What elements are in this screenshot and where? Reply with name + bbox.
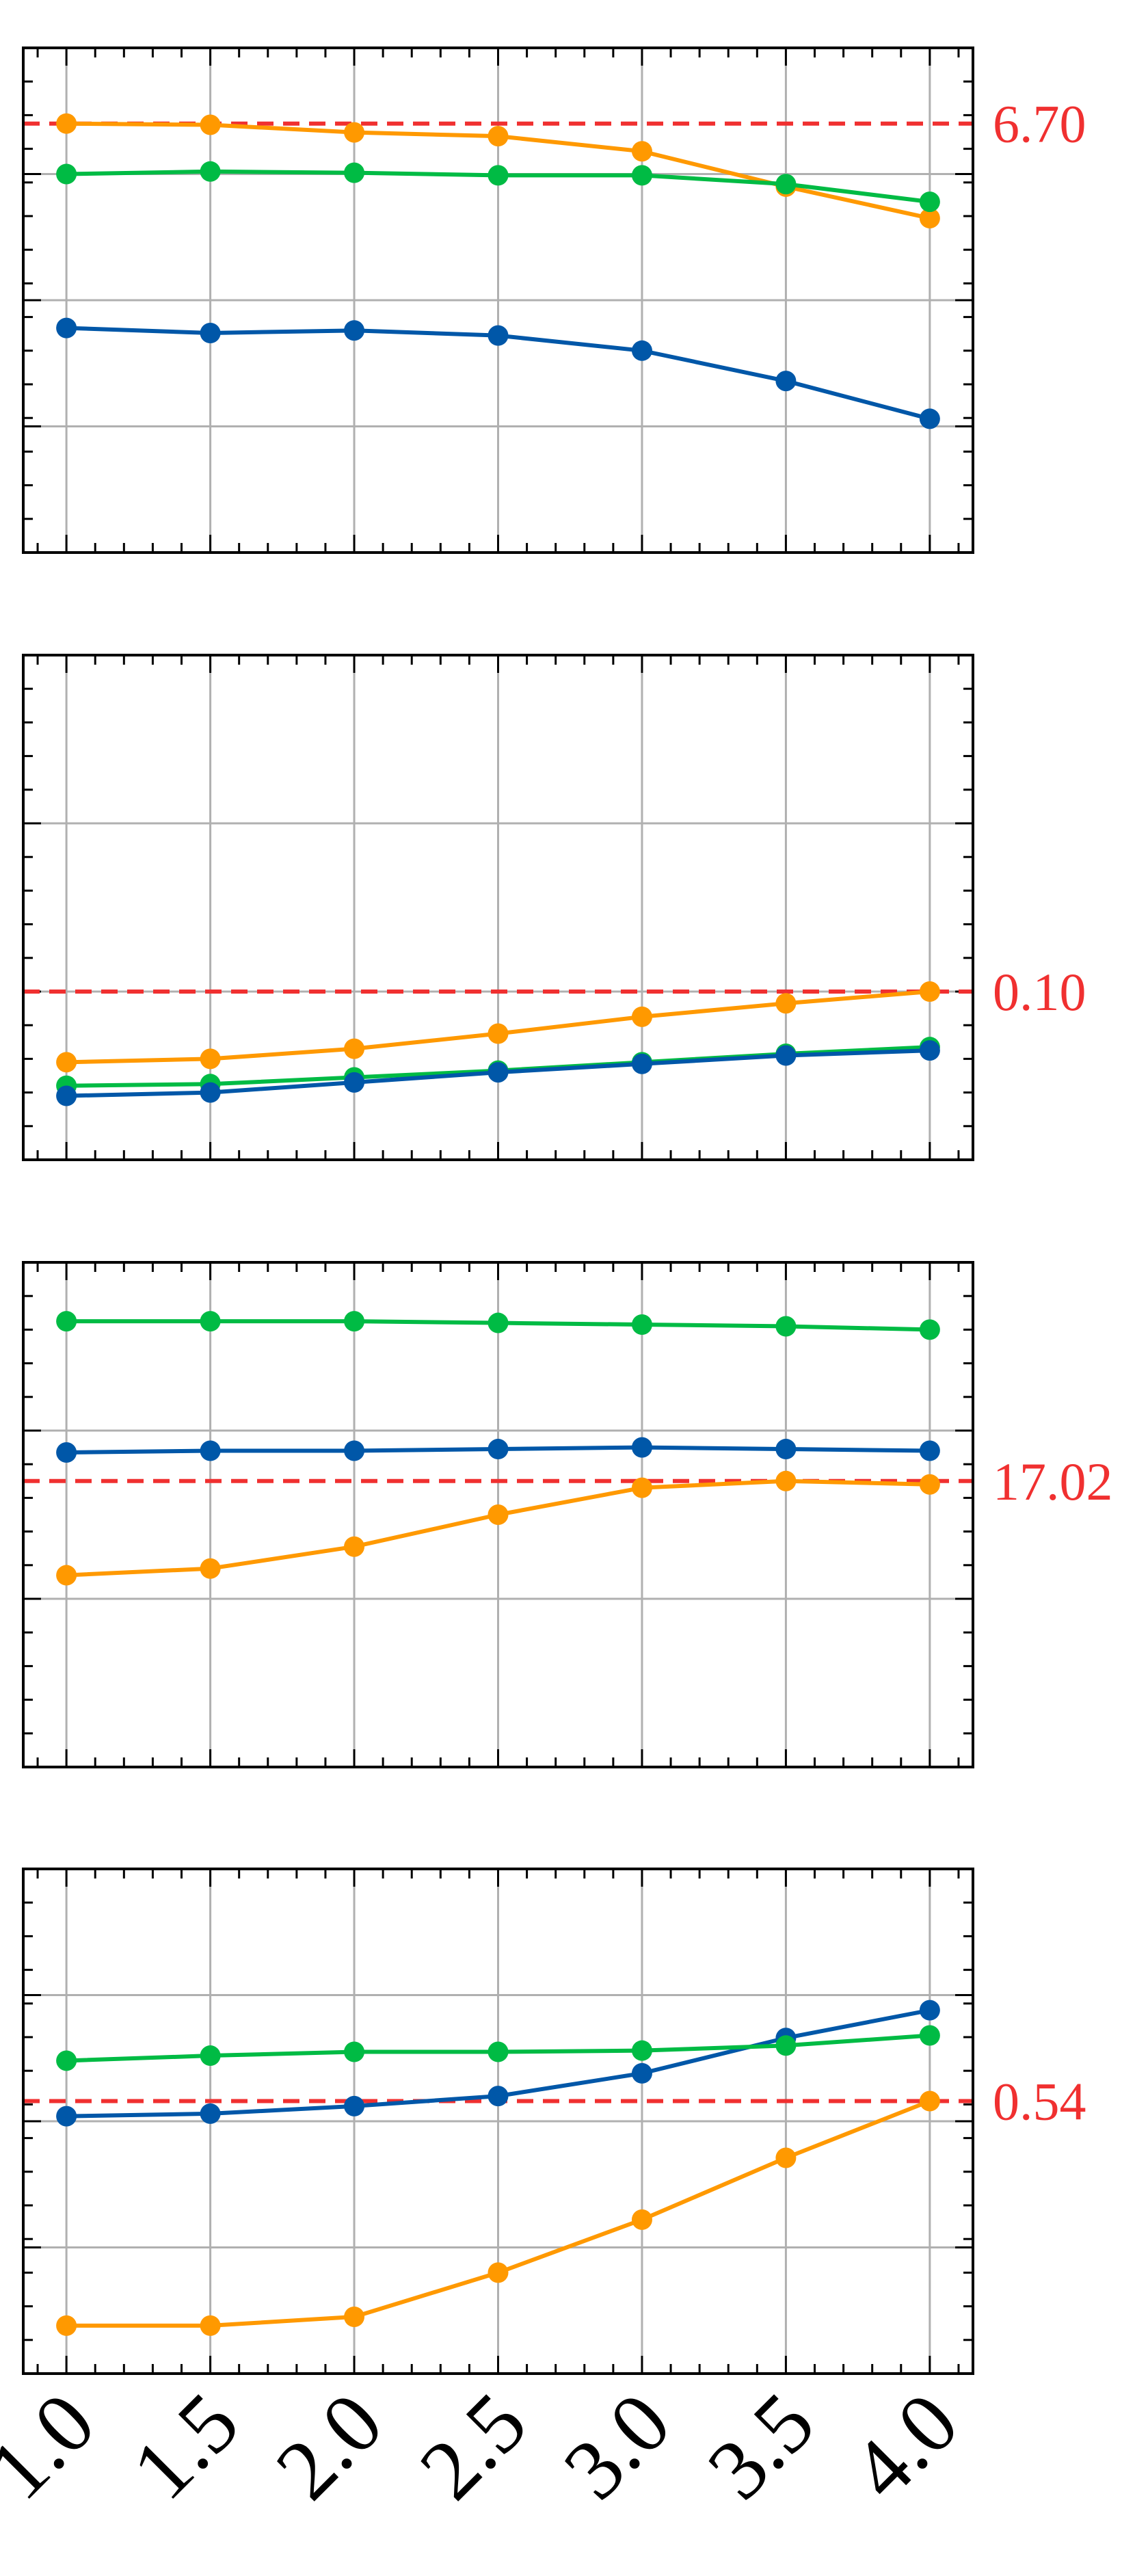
- data-point: [344, 1311, 365, 1332]
- reference-line-label: 17.02: [993, 1452, 1113, 1511]
- data-point: [200, 161, 221, 182]
- reference-line-label: 0.54: [993, 2071, 1086, 2131]
- data-point: [631, 1053, 652, 1074]
- data-point: [200, 1082, 221, 1103]
- data-point: [344, 162, 365, 183]
- data-point: [919, 191, 940, 213]
- data-point: [200, 1440, 221, 1461]
- data-point: [631, 2209, 652, 2230]
- data-point: [631, 165, 652, 186]
- data-point: [488, 325, 509, 346]
- data-point: [919, 1440, 940, 1461]
- data-point: [631, 1437, 652, 1458]
- data-point: [488, 1504, 509, 1525]
- data-point: [488, 1439, 509, 1460]
- data-point: [919, 2025, 940, 2046]
- data-point: [631, 340, 652, 361]
- data-point: [344, 1440, 365, 1461]
- data-point: [200, 1048, 221, 1070]
- data-point: [919, 2090, 940, 2112]
- data-point: [488, 1312, 509, 1333]
- data-point: [919, 1474, 940, 1495]
- data-point: [488, 2262, 509, 2283]
- chart-panel-4: 0.54: [22, 1868, 1086, 2375]
- x-tick-labels: 1.0 1.5 2.0 2.5 3.0 3.5 4.0: [0, 2376, 976, 2518]
- data-point: [775, 371, 797, 392]
- data-point: [200, 2315, 221, 2336]
- data-point: [775, 2035, 797, 2056]
- x-tick-label: 1.0: [0, 2376, 113, 2518]
- data-point: [775, 2147, 797, 2168]
- data-point: [919, 981, 940, 1002]
- plot-frame: [22, 1868, 974, 2375]
- data-point: [919, 408, 940, 429]
- data-point: [56, 1565, 77, 1586]
- data-point: [56, 1052, 77, 1073]
- x-tick-label: 3.5: [690, 2376, 832, 2518]
- data-point: [775, 1439, 797, 1460]
- x-tick-label: 4.0: [834, 2376, 976, 2518]
- chart-panel-3: 17.02: [22, 1261, 1113, 1768]
- data-point: [56, 2050, 77, 2071]
- data-point: [919, 1040, 940, 1061]
- data-point: [919, 1319, 940, 1340]
- data-point: [200, 2045, 221, 2067]
- data-point: [56, 163, 77, 185]
- reference-line-label: 6.70: [993, 94, 1086, 154]
- plot-frame: [22, 654, 974, 1161]
- data-point: [488, 2086, 509, 2107]
- x-tick-label: 2.5: [403, 2376, 545, 2518]
- data-point: [775, 1045, 797, 1066]
- data-point: [200, 1558, 221, 1579]
- data-point: [344, 2095, 365, 2116]
- data-point: [200, 114, 221, 135]
- data-point: [344, 320, 365, 341]
- data-point: [488, 165, 509, 186]
- plot-frame: [22, 47, 974, 554]
- data-point: [344, 2306, 365, 2327]
- x-tick-label: 3.0: [546, 2376, 689, 2518]
- data-point: [56, 317, 77, 338]
- data-point: [775, 1470, 797, 1491]
- data-point: [488, 2041, 509, 2062]
- data-point: [631, 2040, 652, 2061]
- data-point: [488, 126, 509, 147]
- reference-line-label: 0.10: [993, 962, 1086, 1022]
- data-point: [631, 1006, 652, 1027]
- data-point: [56, 1311, 77, 1332]
- data-point: [56, 113, 77, 134]
- data-point: [488, 1023, 509, 1044]
- plot-frame: [22, 1261, 974, 1768]
- panels-group: 6.70 0.10 17.02 0.54: [22, 47, 1113, 2375]
- data-point: [56, 2315, 77, 2336]
- data-point: [56, 2106, 77, 2127]
- data-point: [631, 1314, 652, 1336]
- chart-panel-2: 0.10: [22, 654, 1086, 1161]
- data-point: [200, 2103, 221, 2124]
- data-point: [344, 2041, 365, 2062]
- data-point: [919, 208, 940, 229]
- data-point: [56, 1085, 77, 1106]
- data-point: [631, 2062, 652, 2084]
- data-point: [775, 1316, 797, 1337]
- data-point: [344, 122, 365, 143]
- data-point: [919, 2000, 940, 2021]
- data-point: [200, 1311, 221, 1332]
- chart-panel-1: 6.70: [22, 47, 1086, 554]
- data-point: [631, 141, 652, 162]
- data-point: [200, 322, 221, 343]
- data-point: [775, 993, 797, 1014]
- data-point: [344, 1536, 365, 1557]
- data-point: [488, 1062, 509, 1083]
- data-point: [56, 1442, 77, 1463]
- x-tick-label: 2.0: [258, 2376, 401, 2518]
- data-point: [775, 174, 797, 195]
- x-tick-label: 1.5: [115, 2376, 257, 2518]
- data-point: [344, 1072, 365, 1093]
- data-point: [631, 1477, 652, 1498]
- data-point: [344, 1038, 365, 1059]
